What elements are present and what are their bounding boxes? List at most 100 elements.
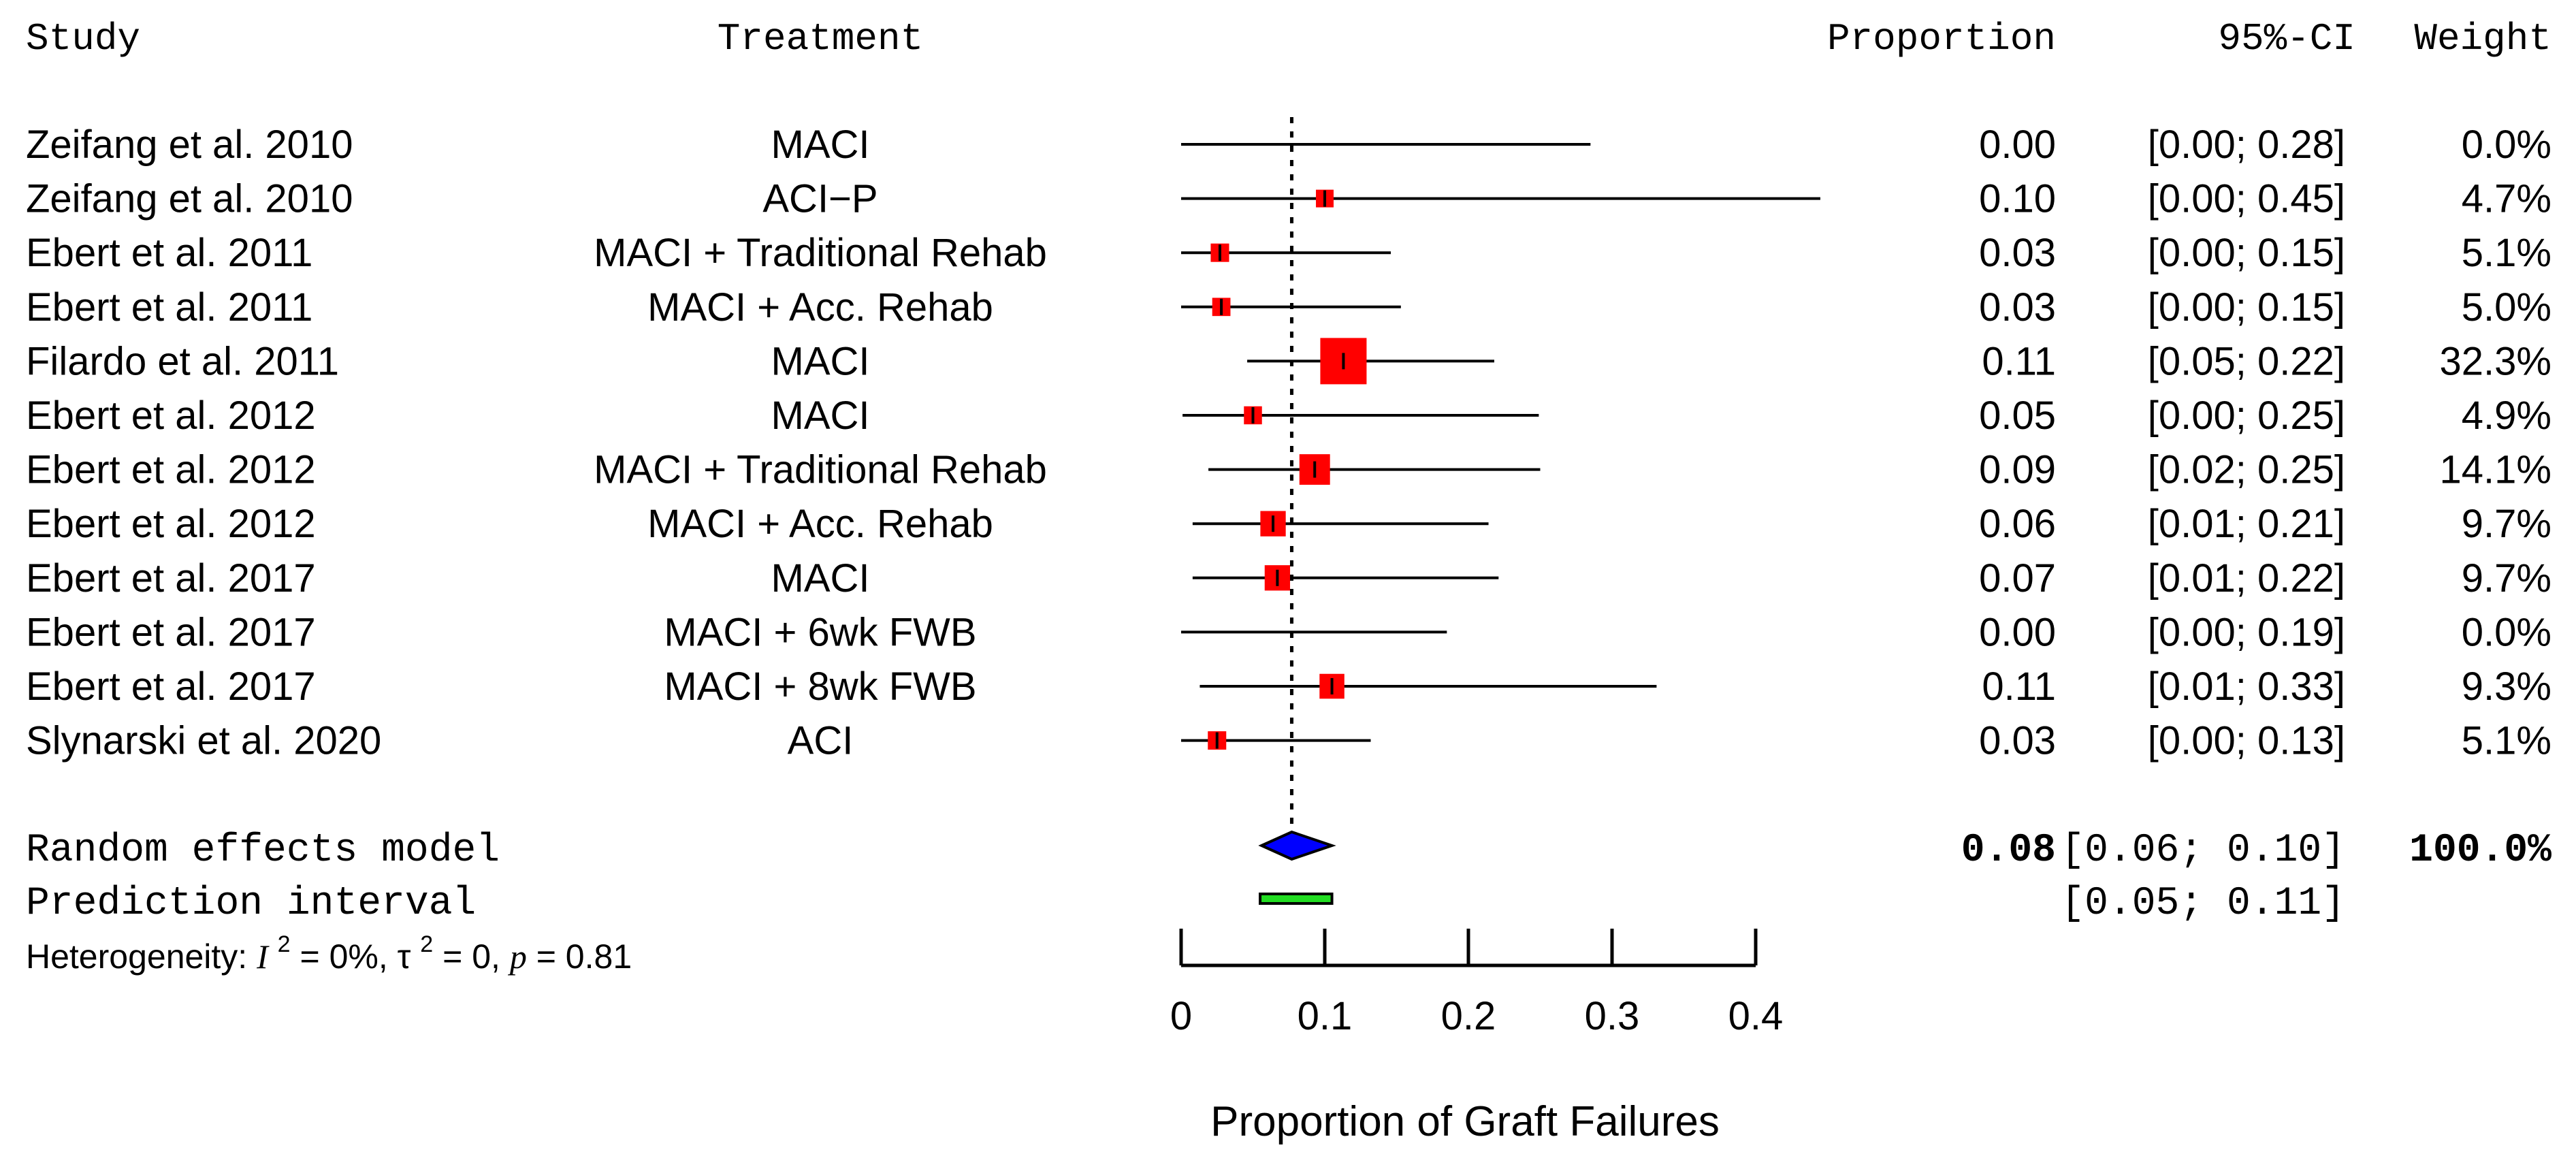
treatment-name: MACI + Acc. Rehab [647, 285, 993, 330]
weight-value: 5.0% [2462, 285, 2551, 330]
study-name: Ebert et al. 2011 [26, 285, 312, 330]
study-row: Ebert et al. 2011 MACI + Acc. Rehab 0.03 [0… [26, 285, 2551, 330]
x-axis: 0 0.1 0.2 0.3 0.4 [1170, 929, 1783, 1038]
ci-value: [0.05; 0.22] [2148, 339, 2345, 383]
prediction-interval-bar [1259, 893, 1334, 905]
prediction-label: Prediction interval [26, 882, 476, 926]
ci-value: [0.00; 0.25] [2148, 394, 2345, 438]
treatment-name: MACI + 8wk FWB [664, 664, 976, 709]
treatment-name: MACI + Traditional Rehab [594, 448, 1047, 492]
ci-value: [0.00; 0.15] [2148, 285, 2345, 330]
proportion-value: 0.06 [1979, 502, 2056, 546]
treatment-name: ACI [788, 719, 854, 763]
treatment-name: MACI + Acc. Rehab [647, 502, 993, 546]
study-row: Filardo et al. 2011 MACI 0.11 [0.05; 0.22] 3… [26, 338, 2551, 385]
weight-value: 4.7% [2462, 177, 2551, 221]
study-name: Ebert et al. 2012 [26, 502, 316, 546]
study-name: Ebert et al. 2012 [26, 448, 316, 492]
x-axis-tick-label: 0.2 [1441, 994, 1496, 1038]
study-name: Ebert et al. 2017 [26, 556, 316, 600]
header-weight: Weight [2414, 17, 2551, 61]
weight-value: 9.7% [2462, 556, 2551, 600]
summary-row: Random effects model 0.08 [0.06; 0.10] 1… [26, 829, 2551, 873]
study-row: Ebert et al. 2012 MACI 0.05 [0.00; 0.25] 4.9… [26, 394, 2551, 438]
treatment-name: MACI + Traditional Rehab [594, 231, 1047, 275]
ci-value: [0.00; 0.45] [2148, 177, 2345, 221]
summary-label: Random effects model [26, 829, 500, 873]
study-name: Ebert et al. 2011 [26, 231, 312, 275]
x-axis-tick-label: 0.1 [1298, 994, 1353, 1038]
ci-value: [0.00; 0.28] [2148, 123, 2345, 167]
treatment-name: ACI−P [762, 177, 878, 221]
ci-value: [0.00; 0.13] [2148, 719, 2345, 763]
treatment-name: MACI [771, 123, 870, 167]
weight-value: 0.0% [2462, 610, 2551, 654]
p-symbol: p [508, 937, 527, 976]
proportion-value: 0.00 [1979, 123, 2056, 167]
treatment-name: MACI [771, 394, 870, 438]
study-name: Zeifang et al. 2010 [26, 123, 353, 167]
i2-superscript: 2 [278, 931, 291, 957]
column-headers: Study Treatment Proportion 95%-CI Weight [26, 17, 2551, 61]
weight-value: 32.3% [2440, 339, 2551, 383]
summary-ci: [0.06; 0.10] [2061, 829, 2345, 873]
p-value: = 0.81 [536, 937, 632, 976]
i2-symbol: I [256, 937, 270, 976]
weight-value: 9.3% [2462, 664, 2551, 709]
treatment-name: MACI [771, 339, 870, 383]
ci-value: [0.02; 0.25] [2148, 448, 2345, 492]
prediction-ci: [0.05; 0.11] [2061, 882, 2345, 926]
study-row: Ebert et al. 2012 MACI + Traditional Reha… [26, 448, 2551, 492]
study-rows: Zeifang et al. 2010 MACI 0.00 [0.00; 0.28] 0… [26, 123, 2551, 763]
study-name: Ebert et al. 2017 [26, 664, 316, 709]
ci-value: [0.00; 0.15] [2148, 231, 2345, 275]
summary-weight: 100.0% [2409, 829, 2551, 873]
study-row: Ebert et al. 2017 MACI + 6wk FWB 0.00 [0.00… [26, 610, 2551, 654]
x-axis-tick-label: 0 [1170, 994, 1192, 1038]
study-name: Ebert et al. 2012 [26, 394, 316, 438]
header-study: Study [26, 17, 140, 61]
proportion-value: 0.09 [1979, 448, 2056, 492]
study-row: Ebert et al. 2017 MACI + 8wk FWB 0.11 [0.01… [26, 664, 2551, 709]
treatment-name: MACI [771, 556, 870, 600]
heterogeneity-text: Heterogeneity: I 2 = 0%, τ 2 = 0, p = 0.… [26, 921, 632, 976]
ci-value: [0.01; 0.33] [2148, 664, 2345, 709]
study-row: Ebert et al. 2011 MACI + Traditional Reha… [26, 231, 2551, 275]
study-row: Slynarski et al. 2020 ACI 0.03 [0.00; 0.13]… [26, 719, 2551, 763]
proportion-value: 0.03 [1979, 285, 2056, 330]
weight-value: 0.0% [2462, 123, 2551, 167]
ci-value: [0.01; 0.21] [2148, 502, 2345, 546]
weight-value: 4.9% [2462, 394, 2551, 438]
ci-value: [0.01; 0.22] [2148, 556, 2345, 600]
study-name: Slynarski et al. 2020 [26, 719, 381, 763]
study-row: Ebert et al. 2012 MACI + Acc. Rehab 0.06 [0… [26, 502, 2551, 546]
study-row: Zeifang et al. 2010 MACI 0.00 [0.00; 0.28] 0… [26, 123, 2551, 167]
study-row: Zeifang et al. 2010 ACI−P 0.10 [0.00; 0.45]… [26, 177, 2551, 221]
prediction-row: Prediction interval [0.05; 0.11] [26, 882, 2345, 926]
proportion-value: 0.03 [1979, 231, 2056, 275]
proportion-value: 0.00 [1979, 610, 2056, 654]
summary-estimate: 0.08 [1961, 829, 2056, 873]
header-treatment: Treatment [718, 17, 923, 61]
tau-symbol: τ [398, 937, 411, 976]
header-ci: 95%-CI [2218, 17, 2355, 61]
proportion-value: 0.11 [1982, 339, 2056, 383]
proportion-value: 0.10 [1979, 177, 2056, 221]
weight-value: 5.1% [2462, 231, 2551, 275]
study-name: Zeifang et al. 2010 [26, 177, 353, 221]
weight-value: 9.7% [2462, 502, 2551, 546]
weight-value: 14.1% [2440, 448, 2551, 492]
weight-value: 5.1% [2462, 719, 2551, 763]
proportion-value: 0.03 [1979, 719, 2056, 763]
treatment-name: MACI + 6wk FWB [664, 610, 976, 654]
summary-diamond [1258, 830, 1336, 861]
proportion-value: 0.05 [1979, 394, 2056, 438]
x-axis-tick-label: 0.4 [1728, 994, 1784, 1038]
tau-superscript: 2 [420, 931, 433, 957]
x-axis-label: Proportion of Graft Failures [1210, 1098, 1720, 1145]
header-proportion: Proportion [1827, 17, 2056, 61]
proportion-value: 0.07 [1979, 556, 2056, 600]
study-row: Ebert et al. 2017 MACI 0.07 [0.01; 0.22] 9.7… [26, 556, 2551, 600]
i2-value: = 0%, [300, 937, 397, 976]
